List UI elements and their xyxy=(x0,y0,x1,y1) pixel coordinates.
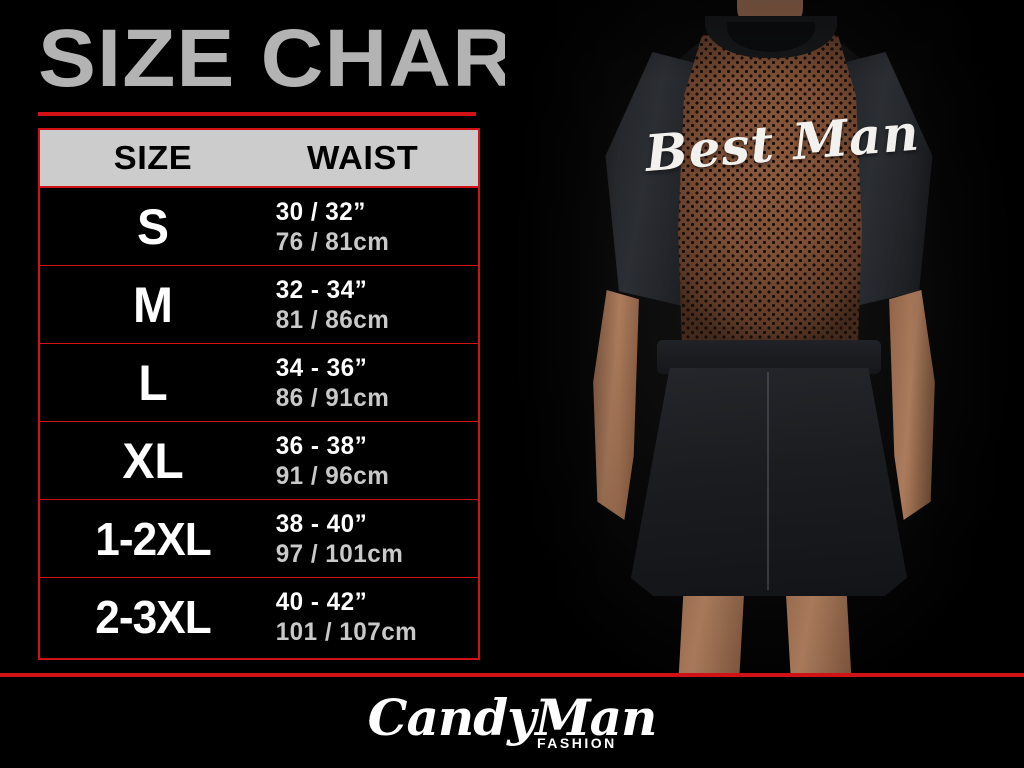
photo-stage: Best Man xyxy=(505,0,1024,675)
waist-centimeters: 76 / 81cm xyxy=(275,227,390,256)
waist-centimeters: 86 / 91cm xyxy=(275,383,390,412)
cell-waist: 34 - 36” 86 / 91cm xyxy=(266,353,472,413)
waist-inches: 38 - 40” xyxy=(275,509,368,538)
waist-centimeters: 97 / 101cm xyxy=(275,539,404,568)
cell-waist: 36 - 38” 91 / 96cm xyxy=(266,431,472,491)
table-row: 1-2XL 38 - 40” 97 / 101cm xyxy=(40,500,478,578)
waist-inches: 30 / 32” xyxy=(275,197,366,226)
column-header-waist: WAIST xyxy=(307,139,419,176)
table-row: 2-3XL 40 - 42” 101 / 107cm xyxy=(40,578,478,656)
size-chart-panel: SIZE CHART SIZE WAIST S 30 / 32” 76 / 81… xyxy=(0,0,571,675)
cell-size: 2-3XL xyxy=(95,591,211,643)
product-photo: Best Man xyxy=(505,0,1024,675)
size-chart-table: SIZE WAIST S 30 / 32” 76 / 81cm M 32 - 3… xyxy=(38,128,480,660)
waist-centimeters: 91 / 96cm xyxy=(275,461,390,490)
cell-waist: 32 - 34” 81 / 86cm xyxy=(266,275,472,335)
table-row: M 32 - 34” 81 / 86cm xyxy=(40,266,478,344)
garment-skirt xyxy=(631,368,907,596)
footer-divider-rule xyxy=(0,673,1024,677)
brand-logo: CandyMan FASHION xyxy=(362,687,662,759)
column-header-size: SIZE xyxy=(113,139,193,176)
cell-size: L xyxy=(138,354,168,411)
table-row: XL 36 - 38” 91 / 96cm xyxy=(40,422,478,500)
waist-inches: 32 - 34” xyxy=(275,275,368,304)
table-row: L 34 - 36” 86 / 91cm xyxy=(40,344,478,422)
title-underline-rule xyxy=(38,112,476,116)
waist-inches: 34 - 36” xyxy=(275,353,368,382)
waist-centimeters: 101 / 107cm xyxy=(275,618,418,646)
table-row: S 30 / 32” 76 / 81cm xyxy=(40,188,478,266)
cell-size: 1-2XL xyxy=(95,512,211,565)
table-header-row: SIZE WAIST xyxy=(40,130,478,188)
waist-inches: 36 - 38” xyxy=(275,431,368,460)
brand-tagline: FASHION xyxy=(537,735,617,751)
waist-centimeters: 81 / 86cm xyxy=(275,305,390,334)
brand-logo-wrap: CandyMan FASHION xyxy=(0,683,1024,763)
cell-size: M xyxy=(133,276,173,333)
brand-name: CandyMan xyxy=(367,688,658,747)
garment-skirt-seam xyxy=(767,372,769,590)
cell-waist: 38 - 40” 97 / 101cm xyxy=(266,509,472,569)
waist-inches: 40 - 42” xyxy=(275,588,368,616)
cell-waist: 30 / 32” 76 / 81cm xyxy=(266,197,472,257)
footer: CandyMan FASHION xyxy=(0,677,1024,768)
cell-size: XL xyxy=(122,432,184,489)
page-title: SIZE CHART xyxy=(38,13,571,104)
cell-size: S xyxy=(136,198,170,255)
cell-waist: 40 - 42” 101 / 107cm xyxy=(266,587,472,647)
